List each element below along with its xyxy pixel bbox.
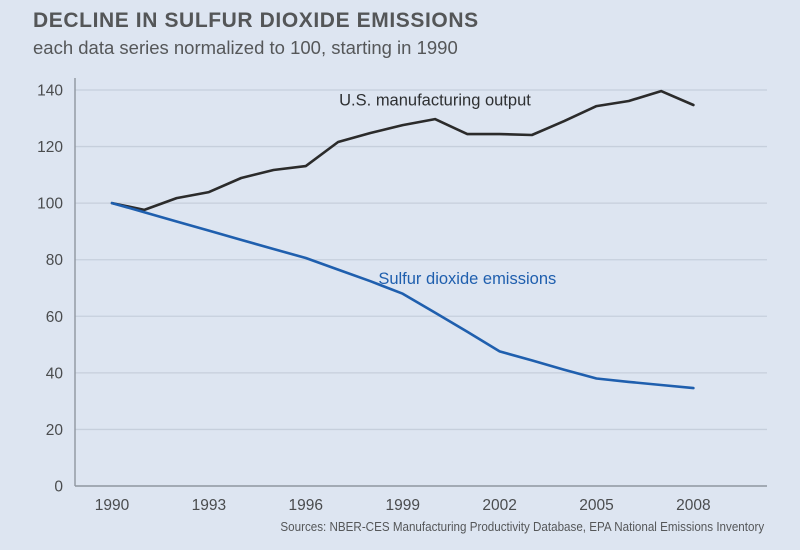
x-tick-label-1999: 1999 [385,497,419,514]
y-tick-label-0: 0 [54,479,63,496]
x-tick-label-1996: 1996 [289,497,323,514]
y-tick-label-80: 80 [46,252,64,269]
y-tick-label-20: 20 [46,422,64,439]
axes: 0 20 40 60 80 100 120 140 1990 1993 1996 1999 2002 20… [37,78,767,514]
series-label-sulfur-dioxide-emissions: Sulfur dioxide emissions [378,270,556,288]
series-line-sulfur-dioxide-emissions [110,201,695,390]
series-label-u-s-manufacturing-output: U.S. manufacturing output [339,92,531,110]
y-tick-label-100: 100 [37,196,63,213]
y-tick-label-140: 140 [37,83,63,100]
series-line-u-s-manufacturing-output [110,89,695,212]
series-labels: U.S. manufacturing output Sulfur dioxide … [339,92,556,288]
y-tick-label-120: 120 [37,139,63,156]
y-tick-label-60: 60 [46,309,64,326]
y-tick-label-40: 40 [46,365,64,382]
series-lines [110,89,695,390]
source-note: Sources: NBER-CES Manufacturing Producti… [280,520,764,534]
x-tick-label-2002: 2002 [482,497,516,514]
chart-title: DECLINE IN SULFUR DIOXIDE EMISSIONS [33,9,479,32]
x-tick-label-2005: 2005 [579,497,613,514]
x-tick-label-1990: 1990 [95,497,130,514]
gridlines [75,89,767,431]
chart-subtitle: each data series normalized to 100, star… [33,37,458,58]
x-tick-label-1993: 1993 [192,497,226,514]
x-tick-label-2008: 2008 [676,497,710,514]
